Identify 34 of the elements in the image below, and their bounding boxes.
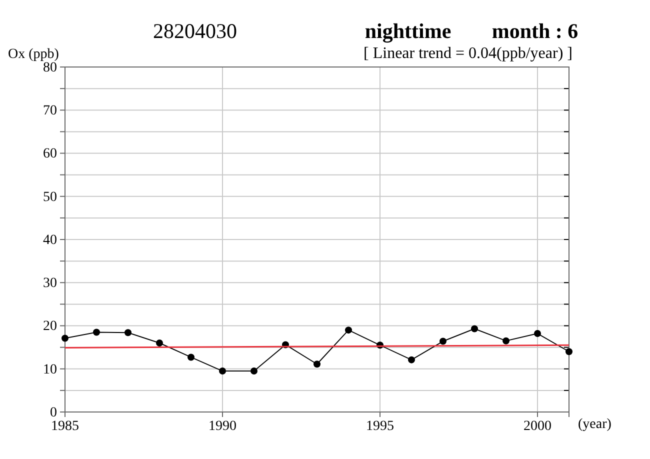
text: month : 6 (492, 19, 578, 43)
point (534, 330, 541, 338)
y-tick-label: 20 (43, 319, 57, 334)
point (345, 326, 352, 334)
point (188, 354, 194, 361)
point (440, 338, 446, 345)
y-tick-label: 40 (43, 232, 57, 248)
y-tick-label: 60 (43, 146, 57, 162)
x-tick-label: 2000 (524, 418, 552, 434)
x-tick-label: 1995 (366, 418, 394, 434)
y-tick-label: 30 (43, 276, 57, 292)
point (156, 340, 163, 346)
x-tick-label: 1990 (208, 418, 236, 434)
point (471, 325, 478, 332)
point (124, 329, 132, 336)
y-tick-label: 70 (43, 104, 57, 119)
y-tick-label: 0 (50, 405, 57, 420)
y-axis-title: Ox (ppb) (8, 47, 60, 62)
point (93, 328, 100, 336)
point (62, 334, 68, 342)
y-tick-label: 50 (43, 190, 57, 205)
chart-title: 28204030 (153, 19, 237, 43)
y-tick-label: 80 (43, 60, 57, 76)
x-tick-label: 1985 (51, 418, 79, 434)
x-axis-title: (year) (578, 417, 612, 432)
text: nighttime (364, 19, 452, 43)
point (502, 337, 510, 344)
point (314, 360, 320, 368)
y-tick-label: 10 (43, 362, 57, 378)
point (250, 368, 258, 375)
chart-subtitle: [ Linear trend = 0.04(ppb/year) ] (364, 45, 572, 62)
point (219, 368, 226, 375)
point (408, 356, 415, 364)
point (566, 348, 572, 356)
